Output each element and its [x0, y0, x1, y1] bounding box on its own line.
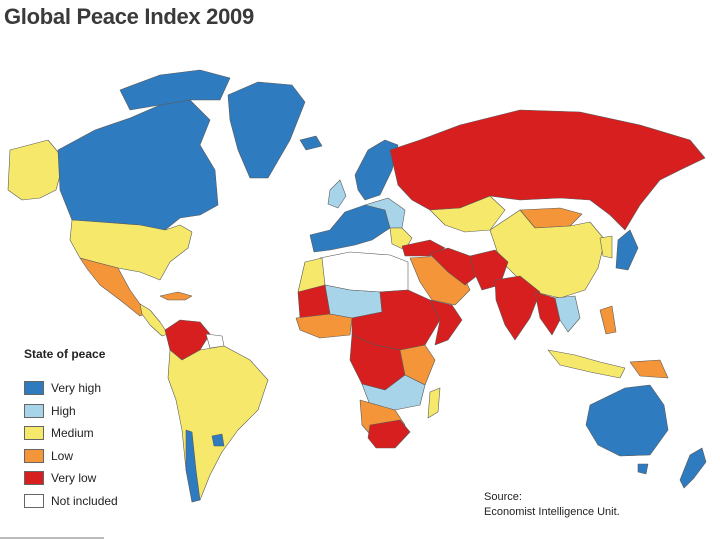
region-kazakhstan: [429, 195, 506, 233]
region-southeast-asia: [534, 291, 561, 336]
region-madagascar: [427, 387, 441, 419]
legend-item-not-included: Not included: [24, 490, 164, 513]
region-korea: [599, 235, 613, 259]
world-map: [7, 69, 707, 503]
region-guyanas: [205, 333, 225, 349]
legend-item-very-low: Very low: [24, 467, 164, 490]
legend-swatch: [24, 471, 44, 486]
legend-swatch: [24, 381, 44, 396]
region-scandinavia: [354, 139, 399, 201]
region-iceland: [299, 135, 323, 151]
legend-label: Low: [51, 448, 74, 463]
region-western-europe: [309, 204, 391, 253]
legend-label: Not included: [51, 493, 118, 508]
region-north-africa: [319, 251, 409, 293]
region-arctic-islands: [119, 69, 231, 111]
region-philippines: [599, 305, 617, 335]
legend-item-high: High: [24, 400, 164, 423]
region-japan: [615, 229, 639, 271]
legend-item-low: Low: [24, 445, 164, 468]
region-south-america: [167, 345, 269, 503]
map-title: Global Peace Index 2009: [4, 4, 254, 29]
region-png: [629, 359, 669, 379]
region-tasmania: [637, 463, 649, 475]
legend-label: Medium: [51, 426, 94, 441]
region-east-africa: [399, 344, 436, 386]
region-west-africa: [295, 313, 353, 339]
legend-swatch: [24, 493, 44, 508]
region-horn-of-africa: [429, 299, 463, 346]
region-caribbean: [159, 291, 193, 301]
region-uk: [327, 179, 347, 209]
legend-swatch: [24, 448, 44, 463]
source-note: Source: Economist Intelligence Unit.: [484, 490, 620, 520]
source-label: Source:: [484, 491, 522, 503]
legend-item-medium: Medium: [24, 422, 164, 445]
region-balkans: [389, 227, 413, 251]
region-central-america: [139, 303, 169, 337]
legend-item-very-high: Very high: [24, 377, 164, 400]
legend-swatch: [24, 426, 44, 441]
region-uruguay: [211, 433, 225, 447]
region-indochina: [554, 295, 581, 333]
legend-label: Very low: [51, 471, 97, 486]
region-canada: [57, 99, 219, 231]
legend-label: Very high: [51, 381, 102, 396]
region-australia: [585, 384, 669, 457]
region-chile: [185, 429, 201, 503]
region-alaska: [7, 139, 63, 201]
legend-swatch: [24, 403, 44, 418]
region-indonesia: [547, 349, 626, 379]
region-india: [494, 275, 541, 341]
source-name: Economist Intelligence Unit.: [484, 506, 620, 518]
region-usa: [69, 219, 193, 281]
legend-title: State of peace: [24, 347, 106, 361]
legend-label: High: [51, 403, 76, 418]
region-south-africa: [367, 419, 411, 449]
divider: [0, 537, 104, 539]
legend: State of peace Very high High Medium Low…: [24, 347, 164, 512]
region-new-zealand: [679, 447, 707, 489]
region-greenland: [227, 81, 306, 179]
